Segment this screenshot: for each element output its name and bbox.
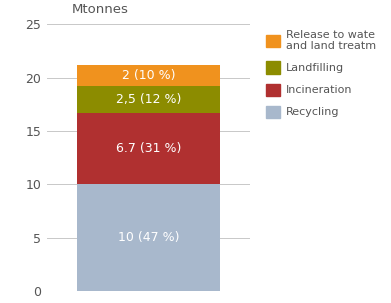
Bar	[77, 184, 220, 291]
Text: 6.7 (31 %): 6.7 (31 %)	[116, 142, 181, 155]
Legend: Release to wate
and land treatm, Landfilling, Incineration, Recycling: Release to wate and land treatm, Landfil…	[266, 30, 376, 118]
Text: 2,5 (12 %): 2,5 (12 %)	[116, 93, 181, 106]
Text: Mtonnes: Mtonnes	[71, 3, 128, 16]
Text: 10 (47 %): 10 (47 %)	[118, 231, 179, 244]
Bar	[77, 86, 220, 113]
Bar	[77, 65, 220, 86]
Text: 2 (10 %): 2 (10 %)	[122, 69, 175, 82]
Bar	[77, 113, 220, 184]
